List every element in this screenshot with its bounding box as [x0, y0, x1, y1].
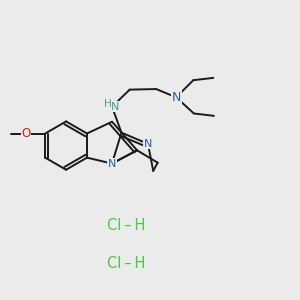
- Text: N: N: [108, 158, 116, 169]
- Text: Cl – H: Cl – H: [107, 256, 146, 271]
- Text: N: N: [111, 102, 119, 112]
- Text: H: H: [104, 99, 112, 109]
- Text: Cl – H: Cl – H: [107, 218, 146, 232]
- Text: O: O: [21, 127, 31, 140]
- Text: N: N: [144, 139, 152, 149]
- Text: N: N: [172, 91, 181, 104]
